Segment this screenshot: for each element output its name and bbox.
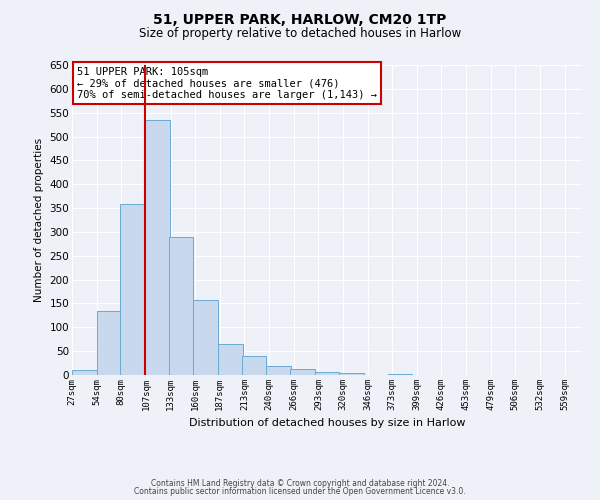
Text: Contains public sector information licensed under the Open Government Licence v3: Contains public sector information licen… bbox=[134, 487, 466, 496]
Bar bbox=[290, 370, 314, 375]
Text: Contains HM Land Registry data © Crown copyright and database right 2024.: Contains HM Land Registry data © Crown c… bbox=[151, 478, 449, 488]
Bar bbox=[388, 374, 412, 375]
Bar bbox=[193, 300, 218, 375]
Text: Size of property relative to detached houses in Harlow: Size of property relative to detached ho… bbox=[139, 28, 461, 40]
Bar bbox=[266, 366, 291, 375]
Bar bbox=[145, 120, 170, 375]
Bar bbox=[218, 344, 242, 375]
Bar bbox=[314, 372, 340, 375]
Bar bbox=[169, 236, 193, 375]
Bar bbox=[242, 356, 266, 375]
Bar bbox=[72, 370, 97, 375]
Bar bbox=[340, 372, 364, 375]
Text: 51 UPPER PARK: 105sqm
← 29% of detached houses are smaller (476)
70% of semi-det: 51 UPPER PARK: 105sqm ← 29% of detached … bbox=[77, 66, 377, 100]
Y-axis label: Number of detached properties: Number of detached properties bbox=[34, 138, 44, 302]
Bar bbox=[121, 204, 145, 375]
Text: 51, UPPER PARK, HARLOW, CM20 1TP: 51, UPPER PARK, HARLOW, CM20 1TP bbox=[154, 12, 446, 26]
Bar bbox=[97, 310, 121, 375]
X-axis label: Distribution of detached houses by size in Harlow: Distribution of detached houses by size … bbox=[189, 418, 465, 428]
